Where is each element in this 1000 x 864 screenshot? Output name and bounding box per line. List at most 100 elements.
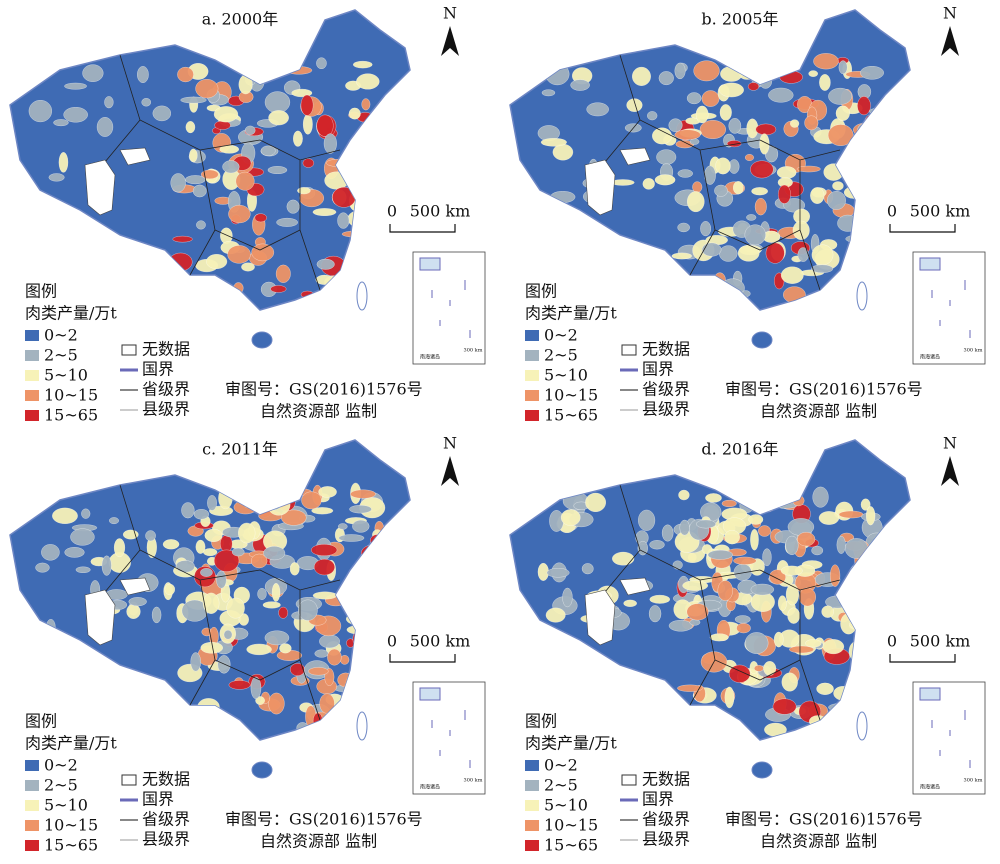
inset-islands [919,687,971,768]
county-patch [785,535,799,555]
county-patch [586,102,609,117]
county-patch [759,133,770,155]
county-patch [836,535,846,554]
county-patch [202,592,220,614]
county-patch [319,634,340,649]
county-patch [192,184,207,198]
county-patch [754,665,764,672]
county-patch [751,187,768,196]
scale-zero: 0 [387,632,397,651]
taiwan-island [856,281,868,311]
county-patch [263,546,286,561]
approval-number: 审图号：GS(2016)1576号 [725,380,923,399]
province-borders [589,484,841,721]
county-patch [360,583,378,601]
legend-swatch [525,330,539,341]
county-patch [323,133,337,154]
county-patch [356,620,377,638]
county-patch [268,495,281,507]
county-patch [113,538,126,558]
county-patch [850,676,869,690]
county-patch [841,281,858,294]
county-patch [264,630,290,646]
county-patch [199,720,216,734]
no-data-area [584,159,616,216]
panel-title: d. 2016年 [701,440,778,459]
county-patch [661,524,674,542]
county-patch [197,698,220,716]
county-patch [654,174,676,186]
no-data-area [84,159,116,216]
county-patch [264,91,291,114]
county-patch [352,602,363,623]
county-patch [228,680,251,690]
county-patch [841,689,860,703]
county-patch [755,123,777,136]
county-patch [764,496,777,504]
county-patch [676,707,694,723]
county-patch [319,693,335,714]
county-patch [581,563,594,575]
county-patch [369,198,383,221]
inset-scale: 300 km [464,348,483,354]
county-patch [316,114,334,137]
county-patch [853,671,867,684]
county-patch [721,499,737,508]
county-patch [185,121,196,134]
county-patch [251,243,275,262]
county-patch [744,632,769,654]
scale-label: 500 km [910,202,971,221]
county-patch [279,643,292,654]
county-patch [840,613,857,635]
scale-label: 500 km [410,632,471,651]
county-patch [857,623,871,632]
county-patch [759,73,772,89]
county-patch [637,540,648,556]
county-patch [668,118,683,132]
county-patch [366,634,383,643]
county-patch [128,597,147,607]
county-patch [778,184,791,204]
legend-subtitle: 肉类产量/万t [25,304,117,323]
north-label: N [443,4,457,23]
county-patch [312,591,338,600]
legend-swatch [525,410,539,421]
county-patch [632,66,651,86]
county-patch [350,489,376,499]
inset-frame [912,681,986,795]
county-patch [552,143,574,161]
county-patch [28,100,52,123]
county-patch [847,599,858,610]
county-patch [254,213,267,223]
scale-label: 500 km [410,202,471,221]
county-patch [63,107,88,123]
county-patch [765,242,785,264]
county-patch [141,98,151,107]
county-patch [356,73,380,90]
county-patch [231,547,245,557]
hainan-island [251,761,273,779]
county-patch [728,664,751,683]
legend-class-label: 2~5 [44,776,78,795]
county-patch [677,222,690,233]
legend-class-label: 15~65 [44,406,98,425]
county-patch [298,599,318,621]
county-patch [300,94,314,116]
county-patch [370,534,385,547]
county-patch [318,486,337,498]
county-patch [850,169,867,182]
legend-class-label: 5~10 [544,796,588,815]
legend-swatch [525,390,539,401]
county-patch [859,132,877,144]
county-patch [296,722,309,734]
county-patch [195,79,219,99]
county-patch [356,259,372,279]
legend-swatch [25,350,39,361]
county-patch [750,583,775,596]
legend-swatch [25,760,39,771]
county-patch [168,252,193,272]
legend-swatch [25,410,39,421]
county-patch [268,110,289,126]
county-patch [677,684,703,692]
county-patch [849,564,865,581]
